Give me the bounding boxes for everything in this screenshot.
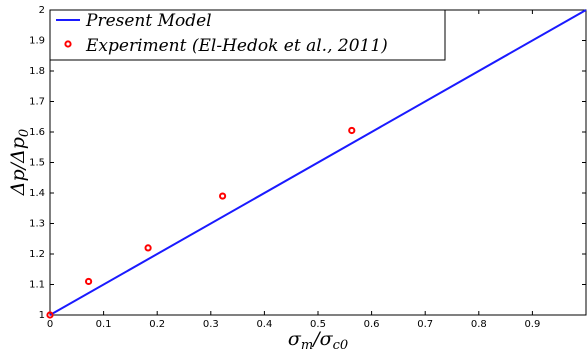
y-axis-title: Δp/Δp0 [7, 129, 32, 196]
y-tick-label: 1.1 [29, 280, 45, 291]
experiment-point [46, 311, 54, 319]
legend-marker-swatch [64, 40, 72, 48]
x-tick-label: 0.9 [524, 319, 540, 330]
legend: Present Model Experiment (El-Hedok et al… [49, 9, 446, 61]
x-tick-label: 0.3 [203, 319, 219, 330]
legend-label-experiment: Experiment (El-Hedok et al., 2011) [85, 36, 388, 56]
x-tick-label: 0 [47, 319, 53, 330]
x-tick-label: 0.1 [96, 319, 112, 330]
y-tick-label: 2 [39, 5, 45, 16]
y-tick-label: 1.9 [29, 36, 45, 47]
legend-box [49, 9, 446, 61]
x-tick-label: 0.5 [310, 319, 326, 330]
model-line [49, 9, 587, 316]
y-tick-label: 1 [39, 310, 45, 321]
experiment-point [84, 277, 93, 286]
x-tick-label: 0.4 [256, 319, 272, 330]
x-tick-label: 0.7 [417, 319, 433, 330]
y-tick-label: 1.5 [29, 158, 45, 169]
x-tick-label: 0.6 [364, 319, 380, 330]
y-tick-label: 1.4 [29, 188, 45, 199]
x-axis-title: σm/σc0 [288, 328, 348, 353]
y-tick-label: 1.2 [29, 249, 45, 260]
experiment-point [218, 192, 227, 200]
experiment-point [348, 126, 356, 135]
x-tick-label: 0.2 [149, 319, 165, 330]
series-layer [46, 9, 587, 319]
legend-label-model: Present Model [85, 11, 212, 31]
y-tick-label: 1.6 [29, 127, 45, 138]
y-tick-label: 1.3 [29, 219, 45, 230]
experiment-point [144, 244, 152, 252]
y-tick-label: 1.7 [29, 97, 45, 108]
x-tick-label: 0.8 [471, 319, 487, 330]
y-tick-label: 1.8 [29, 66, 45, 77]
